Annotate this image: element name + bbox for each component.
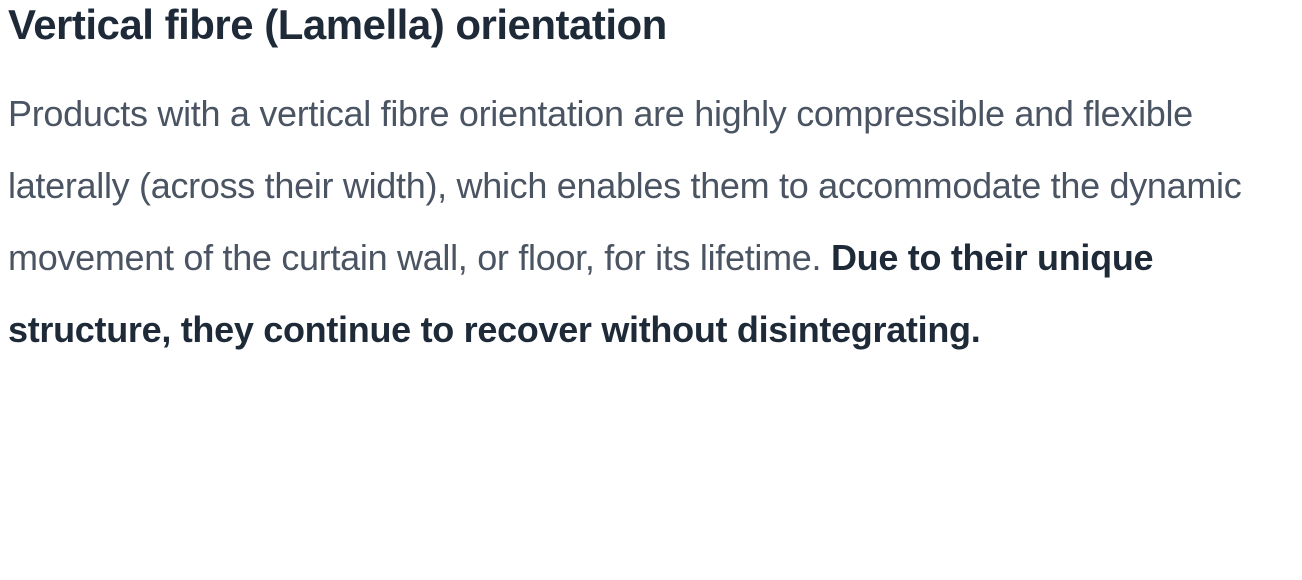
section-heading: Vertical fibre (Lamella) orientation <box>8 0 1294 50</box>
document-container: Vertical fibre (Lamella) orientation Pro… <box>0 0 1302 366</box>
body-paragraph: Products with a vertical fibre orientati… <box>8 78 1294 366</box>
